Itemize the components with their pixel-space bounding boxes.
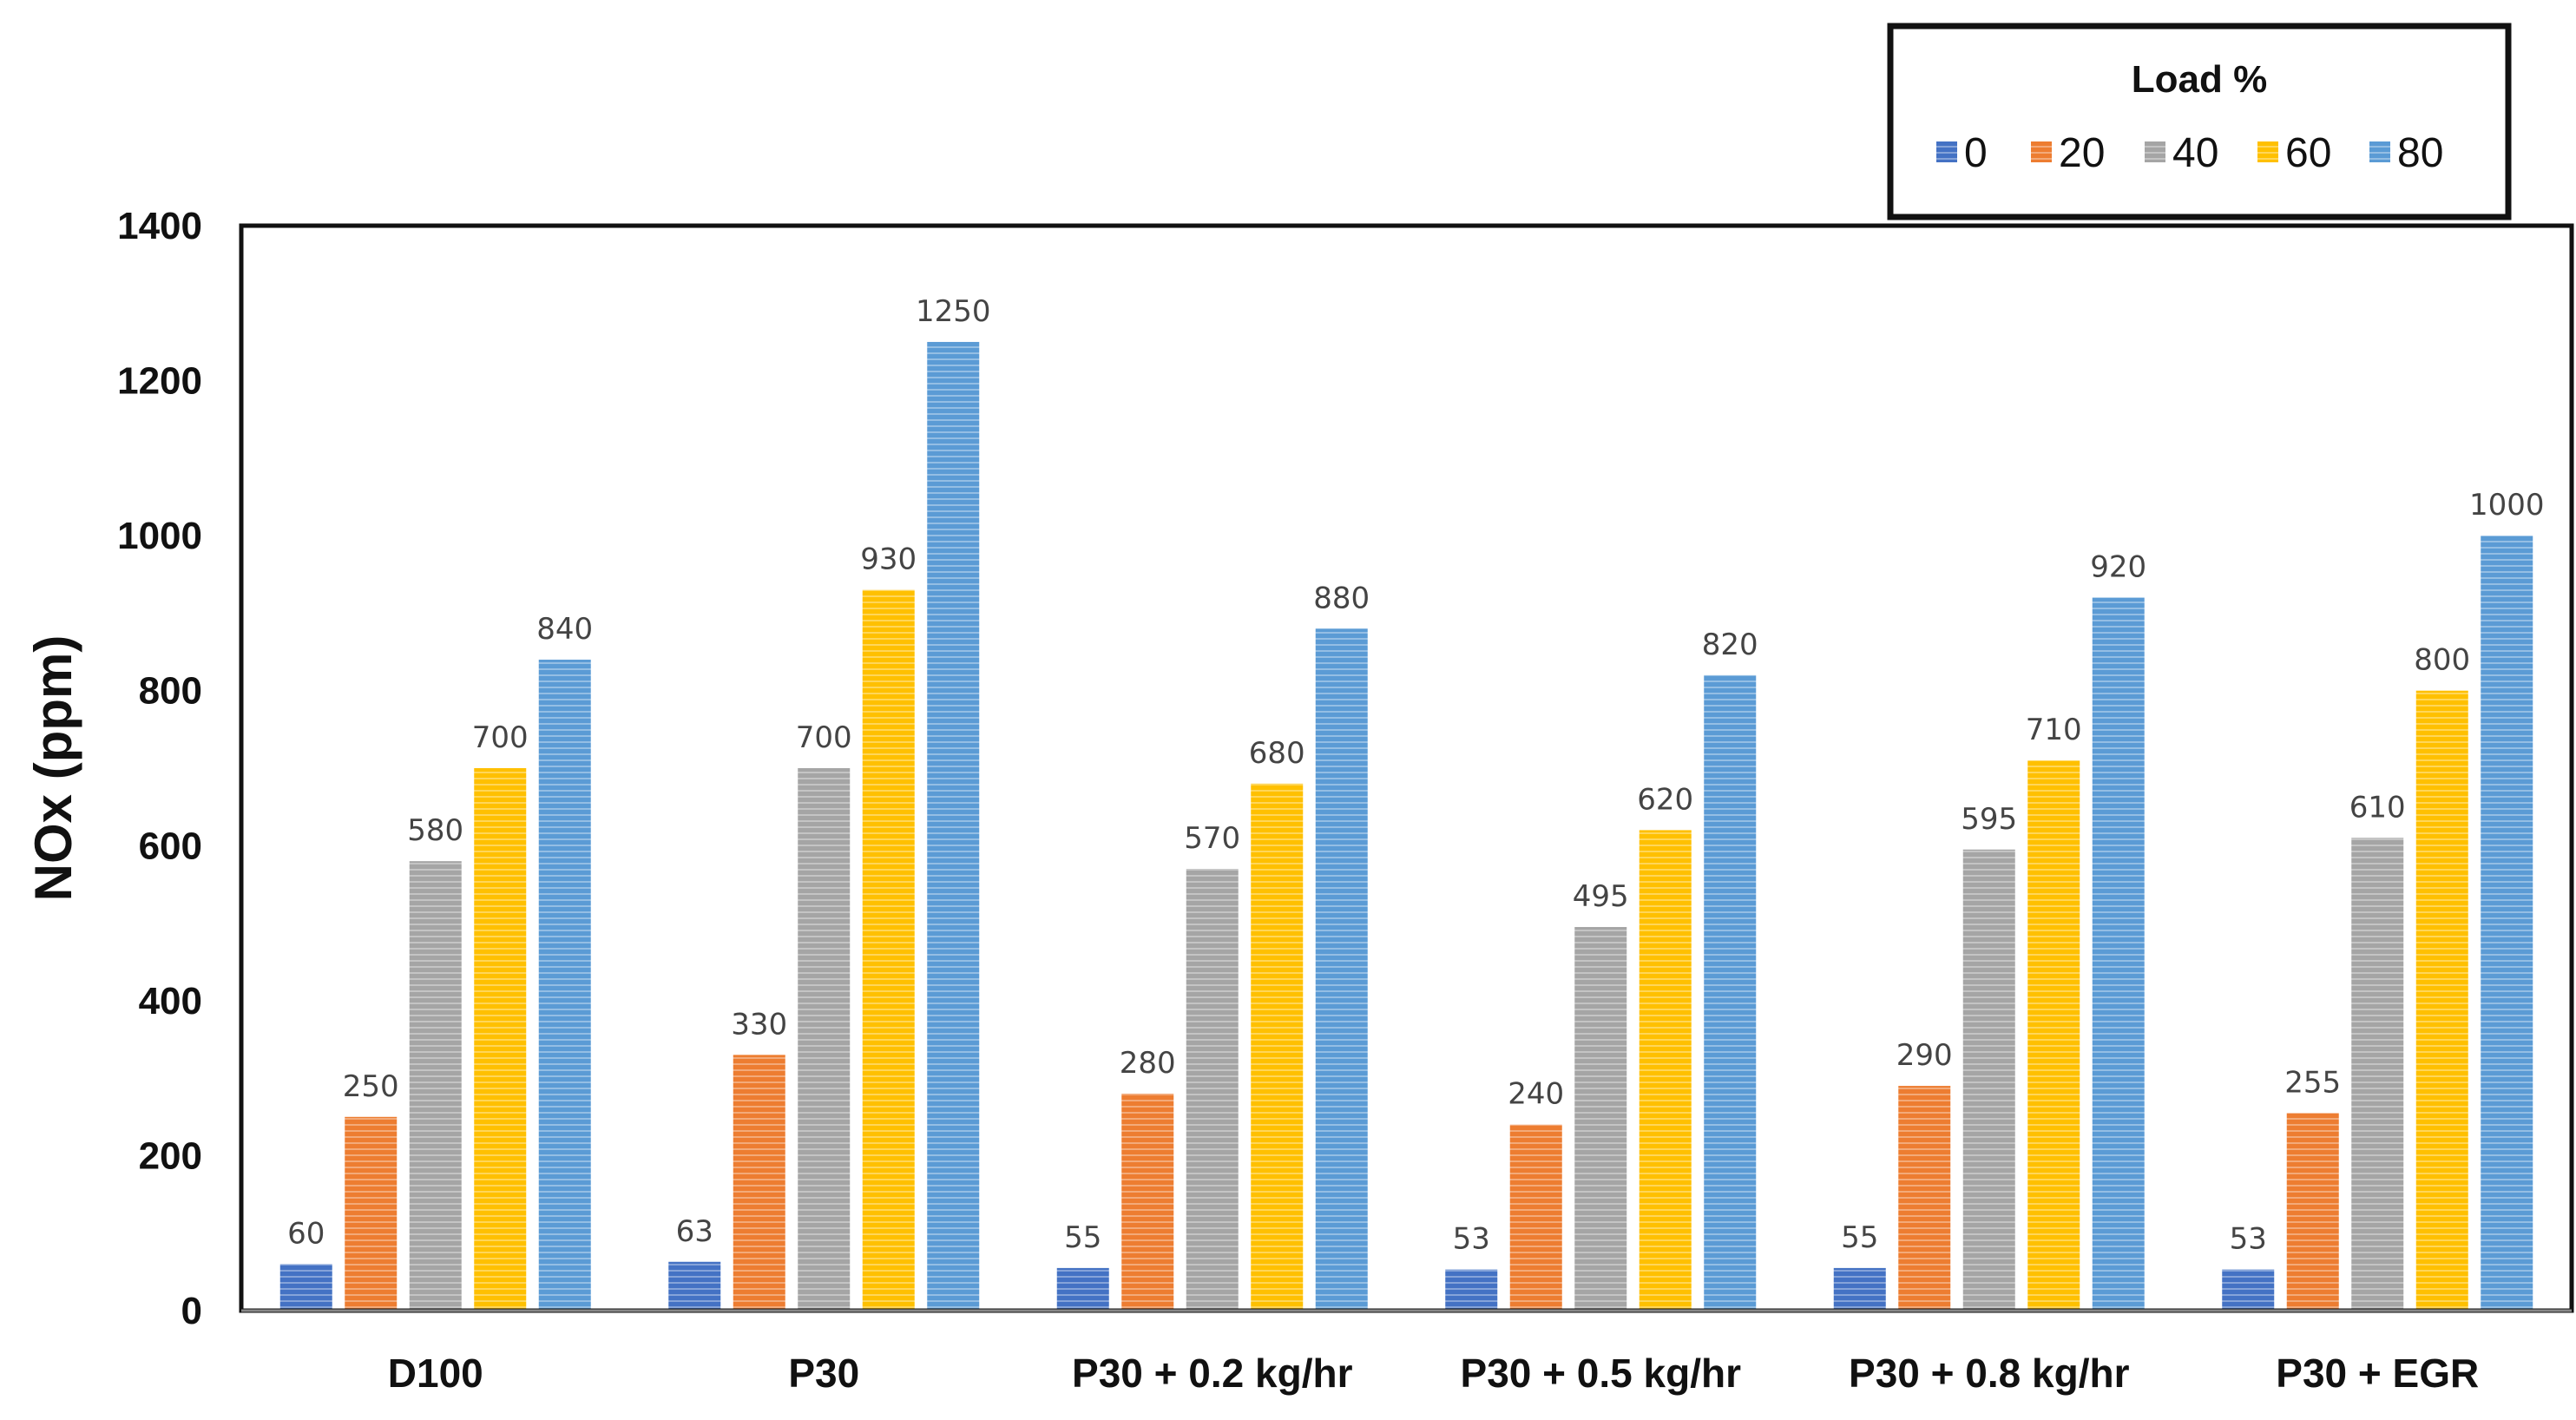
bar-p30-0-8-kg-hr-load-20 <box>1898 1086 1951 1311</box>
x-category-label: P30 + 0.2 kg/hr <box>1072 1351 1353 1396</box>
bar-p30-0-5-kg-hr-load-80 <box>1704 674 1757 1311</box>
data-label: 330 <box>731 1007 787 1042</box>
data-label: 250 <box>343 1069 399 1104</box>
bar-p30-egr-load-20 <box>2286 1113 2339 1311</box>
bar-p30-egr-load-80 <box>2481 536 2533 1311</box>
data-label: 1250 <box>916 294 991 329</box>
bar-d100-load-80 <box>538 660 591 1311</box>
y-tick-label: 800 <box>139 670 202 713</box>
data-label: 880 <box>1313 581 1370 615</box>
legend-swatch-40 <box>2145 141 2165 162</box>
legend-items: 0 20 40 60 80 <box>1936 130 2443 176</box>
legend-swatch-0 <box>1936 141 1957 162</box>
y-tick-label: 1200 <box>117 360 202 403</box>
legend-label-60: 60 <box>2285 130 2331 176</box>
bar-p30-egr-load-0 <box>2222 1269 2275 1311</box>
data-label: 700 <box>796 720 852 755</box>
y-tick-label: 0 <box>181 1290 202 1332</box>
data-label: 290 <box>1896 1038 1953 1073</box>
bar-p30-egr-load-60 <box>2415 690 2468 1311</box>
data-label: 700 <box>472 720 529 755</box>
bar-d100-load-20 <box>345 1116 398 1311</box>
data-label: 920 <box>2090 550 2146 585</box>
legend-label-20: 20 <box>2059 130 2105 176</box>
x-category-label: P30 + EGR <box>2276 1351 2479 1396</box>
legend-label-40: 40 <box>2172 130 2218 176</box>
data-label: 610 <box>2349 790 2406 825</box>
bar-p30-0-2-kg-hr-load-20 <box>1121 1094 1174 1311</box>
legend-label-80: 80 <box>2397 130 2443 176</box>
legend-label-0: 0 <box>1964 130 1988 176</box>
legend-swatch-20 <box>2031 141 2052 162</box>
data-label: 53 <box>2230 1222 2267 1257</box>
x-axis-categories: D100 P30 P30 + 0.2 kg/hr P30 + 0.5 kg/hr P30… <box>388 1351 2479 1396</box>
data-label: 55 <box>1841 1220 1878 1255</box>
legend-swatch-80 <box>2369 141 2390 162</box>
bar-p30-0-5-kg-hr-load-60 <box>1639 830 1692 1311</box>
data-label: 255 <box>2284 1065 2341 1100</box>
bar-p30-0-5-kg-hr-load-20 <box>1509 1124 1562 1311</box>
data-label: 930 <box>860 542 917 577</box>
bar-p30-load-0 <box>668 1261 721 1311</box>
bar-p30-load-20 <box>733 1055 785 1311</box>
x-category-label: P30 + 0.8 kg/hr <box>1849 1351 2130 1396</box>
bar-p30-0-2-kg-hr-load-0 <box>1056 1267 1109 1311</box>
data-label: 570 <box>1184 821 1240 856</box>
bar-d100-load-0 <box>279 1264 332 1311</box>
bar-p30-egr-load-40 <box>2351 838 2404 1311</box>
y-axis-title: NOx (ppm) <box>24 635 82 902</box>
y-tick-label: 1400 <box>117 205 202 247</box>
data-label: 840 <box>536 612 593 647</box>
legend: Load % 0 20 40 60 80 <box>1887 23 2512 220</box>
x-category-label: D100 <box>388 1351 483 1396</box>
y-tick-label: 600 <box>139 825 202 867</box>
data-label: 63 <box>676 1214 713 1249</box>
data-label: 53 <box>1453 1222 1490 1257</box>
y-tick-label: 400 <box>139 980 202 1022</box>
bar-p30-0-8-kg-hr-load-60 <box>2027 760 2080 1311</box>
data-label: 495 <box>1573 879 1629 914</box>
data-label: 710 <box>2026 713 2082 747</box>
data-label: 240 <box>1508 1077 1564 1112</box>
bar-p30-0-8-kg-hr-load-80 <box>2092 597 2145 1311</box>
y-tick-label: 200 <box>139 1134 202 1177</box>
x-category-label: P30 + 0.5 kg/hr <box>1461 1351 1742 1396</box>
bar-p30-0-2-kg-hr-load-40 <box>1186 869 1239 1311</box>
bar-p30-0-8-kg-hr-load-0 <box>1833 1267 1886 1311</box>
bar-p30-load-80 <box>927 341 980 1311</box>
x-category-label: P30 <box>788 1351 859 1396</box>
data-label: 55 <box>1064 1220 1101 1255</box>
data-labels-layer: 60 250 580 700 840 63 330 700 930 1250 55 280 570 680… <box>287 294 2544 1257</box>
bars-layer <box>279 341 2533 1311</box>
bar-p30-0-2-kg-hr-load-80 <box>1315 628 1368 1311</box>
bar-p30-0-5-kg-hr-load-0 <box>1445 1269 1498 1311</box>
bar-p30-load-60 <box>862 589 915 1311</box>
bar-p30-load-40 <box>798 768 851 1311</box>
bar-p30-0-8-kg-hr-load-40 <box>1962 849 2015 1311</box>
data-label: 280 <box>1120 1046 1176 1081</box>
legend-swatch-60 <box>2257 141 2278 162</box>
legend-box <box>1887 23 2512 220</box>
data-label: 800 <box>2414 643 2470 678</box>
bar-p30-0-5-kg-hr-load-40 <box>1574 927 1627 1311</box>
data-label: 620 <box>1637 782 1693 817</box>
legend-title: Load % <box>2132 58 2267 101</box>
data-label: 820 <box>1702 628 1758 662</box>
y-tick-label: 1000 <box>117 515 202 557</box>
data-label: 680 <box>1249 736 1305 771</box>
data-label: 60 <box>287 1216 325 1251</box>
bar-p30-0-2-kg-hr-load-60 <box>1251 783 1304 1311</box>
bar-d100-load-60 <box>474 768 527 1311</box>
data-label: 595 <box>1961 802 2017 837</box>
data-label: 1000 <box>2469 488 2545 523</box>
data-label: 580 <box>407 813 463 848</box>
y-axis-ticks: 0 200 400 600 800 1000 1200 1400 <box>117 205 202 1332</box>
bar-d100-load-40 <box>409 861 462 1311</box>
